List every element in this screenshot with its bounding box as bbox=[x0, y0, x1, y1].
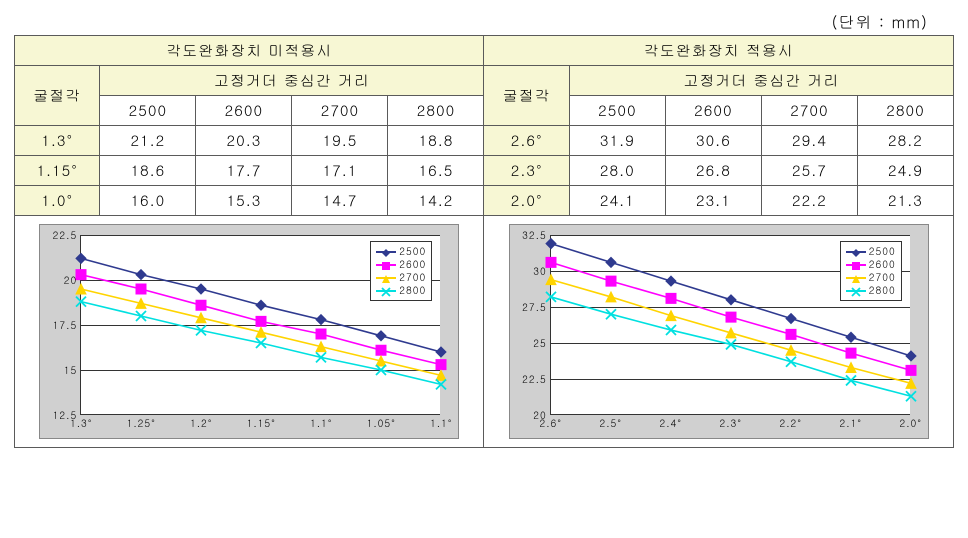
cell: 17.7 bbox=[196, 156, 292, 186]
y-tick-label: 22.5 bbox=[53, 228, 82, 242]
x-tick-label: 1.25° bbox=[127, 414, 156, 430]
y-tick-label: 20 bbox=[64, 273, 81, 287]
y-tick-label: 32.5 bbox=[522, 228, 551, 242]
x-tick-label: 1.15° bbox=[247, 414, 276, 430]
right-col: 2700 bbox=[761, 96, 857, 126]
right-angle: 2.0° bbox=[484, 186, 569, 216]
x-tick-label: 2.4° bbox=[659, 414, 682, 430]
cell: 29.4 bbox=[761, 126, 857, 156]
cell: 20.3 bbox=[196, 126, 292, 156]
right-chart: 2022.52527.53032.52.6°2.5°2.4°2.3°2.2°2.… bbox=[509, 224, 929, 439]
x-tick-label: 2.0° bbox=[899, 414, 922, 430]
cell: 26.8 bbox=[665, 156, 761, 186]
left-angle: 1.15° bbox=[15, 156, 100, 186]
left-title: 각도완화장치 미적용시 bbox=[15, 36, 484, 66]
right-angle-header: 굴절각 bbox=[484, 66, 569, 126]
x-tick-label: 2.3° bbox=[719, 414, 742, 430]
cell: 31.9 bbox=[569, 126, 665, 156]
y-tick-label: 22.5 bbox=[522, 372, 551, 386]
cell: 14.2 bbox=[388, 186, 484, 216]
cell: 28.2 bbox=[857, 126, 953, 156]
cell: 15.3 bbox=[196, 186, 292, 216]
right-col: 2500 bbox=[569, 96, 665, 126]
x-tick-label: 1.2° bbox=[190, 414, 213, 430]
cell: 16.5 bbox=[388, 156, 484, 186]
left-chart-cell: 12.51517.52022.51.3°1.25°1.2°1.15°1.1°1.… bbox=[15, 216, 484, 448]
y-tick-label: 25 bbox=[533, 336, 550, 350]
legend-label: 2800 bbox=[869, 284, 896, 297]
data-table: 각도완화장치 미적용시 각도완화장치 적용시 굴절각 고정거더 중심간 거리 굴… bbox=[14, 35, 954, 448]
cell: 30.6 bbox=[665, 126, 761, 156]
cell: 28.0 bbox=[569, 156, 665, 186]
left-angle: 1.0° bbox=[15, 186, 100, 216]
cell: 22.2 bbox=[761, 186, 857, 216]
cell: 17.1 bbox=[292, 156, 388, 186]
cell: 24.1 bbox=[569, 186, 665, 216]
right-angle: 2.3° bbox=[484, 156, 569, 186]
left-col: 2700 bbox=[292, 96, 388, 126]
left-col: 2600 bbox=[196, 96, 292, 126]
left-col: 2500 bbox=[100, 96, 196, 126]
cell: 19.5 bbox=[292, 126, 388, 156]
x-tick-label: 1.1° bbox=[310, 414, 333, 430]
y-tick-label: 27.5 bbox=[522, 300, 551, 314]
x-tick-label: 1.05° bbox=[367, 414, 396, 430]
right-title: 각도완화장치 적용시 bbox=[484, 36, 954, 66]
cell: 24.9 bbox=[857, 156, 953, 186]
right-dist-header: 고정거더 중심간 거리 bbox=[569, 66, 953, 96]
cell: 18.8 bbox=[388, 126, 484, 156]
chart-legend: 2500260027002800 bbox=[840, 241, 902, 301]
cell: 21.2 bbox=[100, 126, 196, 156]
right-angle: 2.6° bbox=[484, 126, 569, 156]
left-dist-header: 고정거더 중심간 거리 bbox=[100, 66, 484, 96]
chart-legend: 2500260027002800 bbox=[370, 241, 432, 301]
cell: 14.7 bbox=[292, 186, 388, 216]
cell: 25.7 bbox=[761, 156, 857, 186]
cell: 18.6 bbox=[100, 156, 196, 186]
left-angle-header: 굴절각 bbox=[15, 66, 100, 126]
x-tick-label: 2.1° bbox=[839, 414, 862, 430]
x-tick-label: 1.3° bbox=[70, 414, 93, 430]
x-tick-label: 2.6° bbox=[539, 414, 562, 430]
x-tick-label: 1.1° bbox=[430, 414, 453, 430]
x-tick-label: 2.2° bbox=[779, 414, 802, 430]
cell: 16.0 bbox=[100, 186, 196, 216]
cell: 21.3 bbox=[857, 186, 953, 216]
unit-label: (단위 : mm) bbox=[10, 10, 958, 33]
cell: 23.1 bbox=[665, 186, 761, 216]
legend-label: 2800 bbox=[399, 284, 426, 297]
right-col: 2600 bbox=[665, 96, 761, 126]
right-chart-cell: 2022.52527.53032.52.6°2.5°2.4°2.3°2.2°2.… bbox=[484, 216, 954, 448]
right-col: 2800 bbox=[857, 96, 953, 126]
left-chart: 12.51517.52022.51.3°1.25°1.2°1.15°1.1°1.… bbox=[39, 224, 459, 439]
y-tick-label: 17.5 bbox=[53, 318, 82, 332]
left-angle: 1.3° bbox=[15, 126, 100, 156]
y-tick-label: 30 bbox=[533, 264, 550, 278]
x-tick-label: 2.5° bbox=[599, 414, 622, 430]
y-tick-label: 15 bbox=[64, 363, 81, 377]
left-col: 2800 bbox=[388, 96, 484, 126]
